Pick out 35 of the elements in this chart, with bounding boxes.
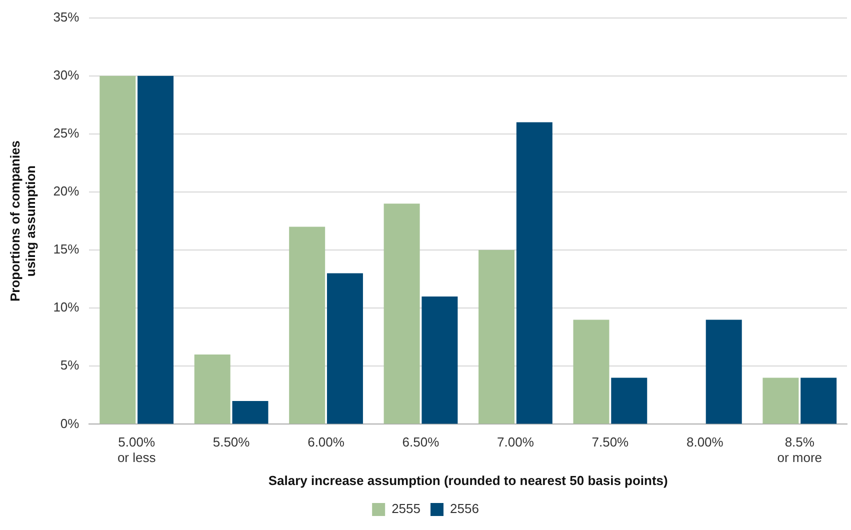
bar [706, 320, 742, 424]
y-tick-label: 30% [53, 67, 80, 82]
x-tick-label: 7.00% [497, 434, 534, 450]
x-tick-label: 8.00% [686, 434, 724, 450]
bar [573, 320, 610, 424]
bar [516, 122, 552, 424]
bar [289, 226, 326, 424]
y-tick-label: 35% [53, 9, 80, 24]
y-tick-label: 15% [53, 242, 80, 257]
bar [194, 354, 230, 424]
x-tick-label: 8.5% or more [777, 434, 822, 466]
x-tick-label: 7.50% [592, 434, 630, 450]
bar [326, 273, 363, 424]
x-tick-label: 5.50% [212, 434, 250, 450]
bar [138, 76, 174, 424]
x-axis-title: Salary increase assumption (rounded to nearest 50 basis points) [268, 472, 668, 488]
legend-label: 2556 [450, 501, 479, 516]
bar [422, 296, 458, 424]
y-axis-title: Proportions of companies using assumption [7, 140, 38, 302]
y-tick-label: 20% [53, 184, 80, 199]
x-tick-label: 5.00% or less [117, 434, 156, 466]
legend-label: 2555 [392, 501, 420, 516]
x-tick-label: 6.50% [402, 434, 440, 450]
bar [232, 400, 268, 424]
bar [762, 378, 799, 424]
bar [611, 378, 648, 424]
y-tick-label: 5% [60, 358, 80, 373]
bar [384, 204, 420, 424]
y-tick-label: 25% [53, 125, 80, 140]
y-tick-label: 10% [53, 300, 80, 315]
bar [100, 76, 136, 424]
x-tick-label: 6.00% [308, 434, 345, 450]
bar [800, 378, 837, 424]
y-tick-label: 0% [60, 416, 80, 431]
bar [478, 250, 515, 424]
